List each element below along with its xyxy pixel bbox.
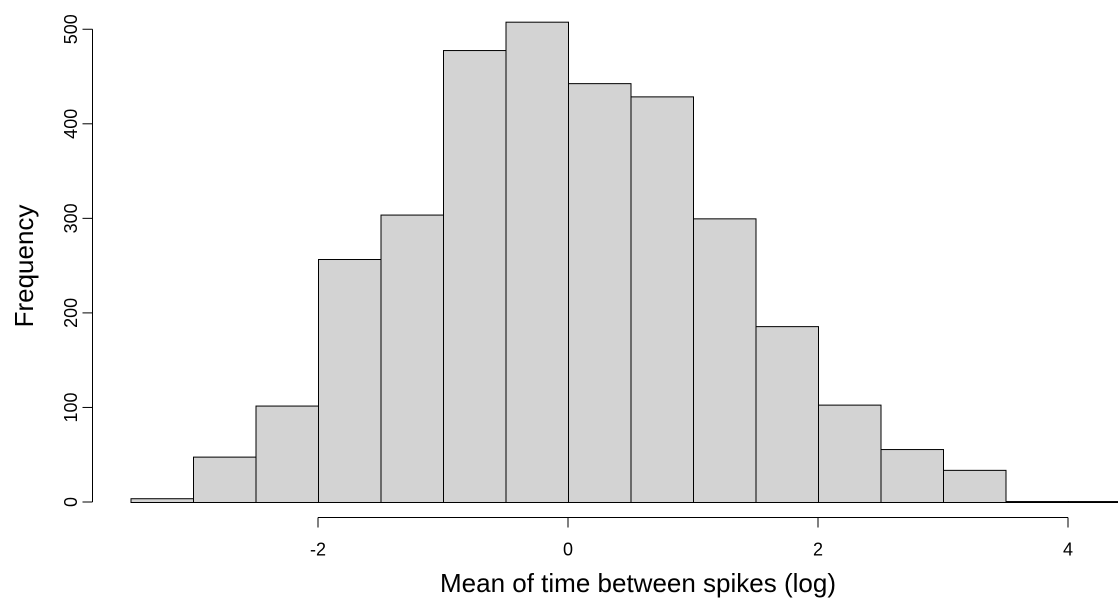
x-tick-label: 0 bbox=[563, 540, 573, 560]
histogram-bar bbox=[568, 83, 632, 504]
histogram-bar bbox=[630, 96, 694, 504]
x-tick-label: -2 bbox=[310, 540, 326, 560]
y-axis: 0 100 200 300 400 500 bbox=[61, 14, 93, 507]
x-tick-label: 4 bbox=[1063, 540, 1073, 560]
histogram-bar bbox=[818, 404, 882, 503]
histogram-bar bbox=[755, 326, 819, 503]
histogram-bar bbox=[880, 449, 944, 503]
y-tick-label: 500 bbox=[61, 14, 81, 44]
histogram-bar bbox=[193, 456, 257, 503]
histogram-bar bbox=[130, 498, 194, 503]
y-tick-label: 200 bbox=[61, 298, 81, 328]
histogram-bar bbox=[255, 405, 319, 503]
x-tick-label: 2 bbox=[813, 540, 823, 560]
histogram-bar bbox=[380, 214, 444, 503]
histogram-bar bbox=[1068, 501, 1118, 504]
histogram-bar bbox=[318, 259, 382, 503]
y-tick-label: 0 bbox=[61, 497, 81, 507]
histogram-bar bbox=[1005, 501, 1069, 504]
x-axis: -2 0 2 4 bbox=[310, 517, 1073, 560]
histogram-bar bbox=[943, 469, 1007, 503]
y-tick-label: 300 bbox=[61, 203, 81, 233]
histogram-bar bbox=[693, 218, 757, 503]
x-axis-title: Mean of time between spikes (log) bbox=[440, 568, 836, 598]
histogram-bars bbox=[130, 21, 1118, 504]
y-tick-label: 100 bbox=[61, 392, 81, 422]
histogram-bar bbox=[505, 21, 569, 503]
histogram-bar bbox=[443, 50, 507, 504]
y-tick-label: 400 bbox=[61, 109, 81, 139]
y-axis-title: Frequency bbox=[9, 205, 39, 328]
